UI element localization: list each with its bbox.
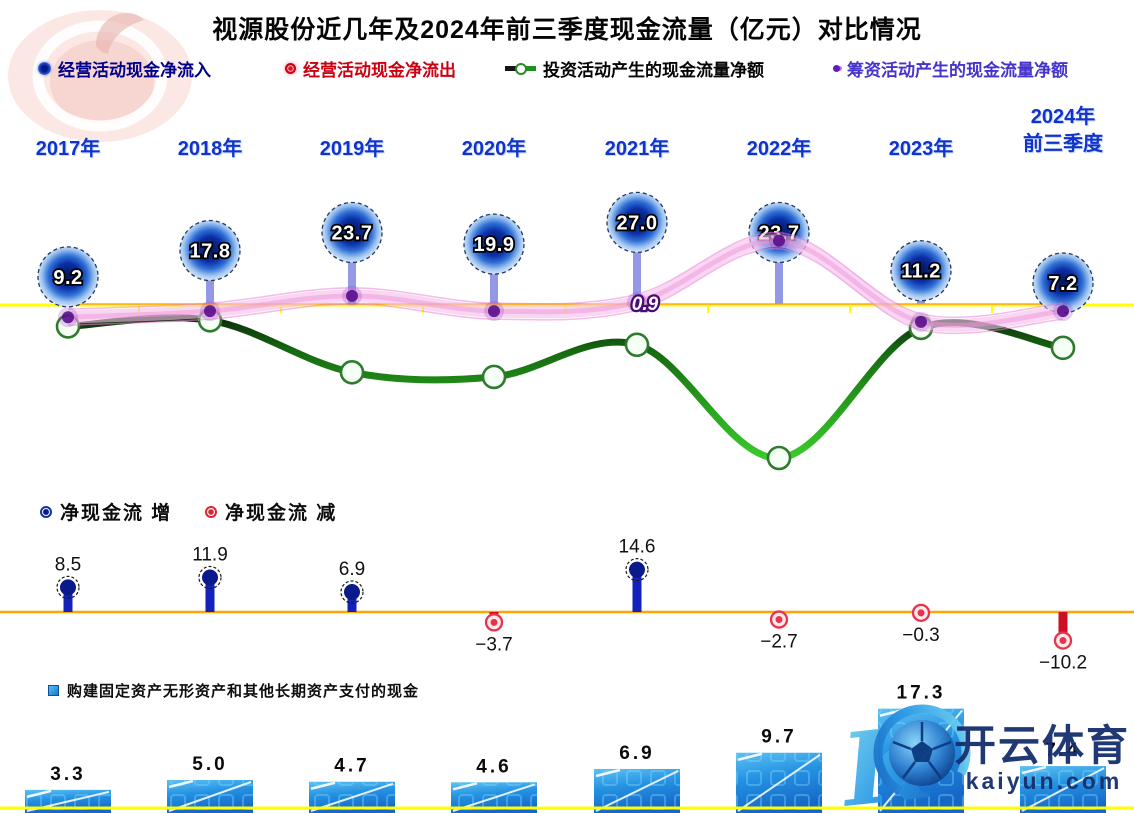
red-glow-dot-icon [285, 63, 296, 74]
top-line-chart: 9.217.823.719.927.023.711.27.20.9 [0, 192, 1134, 469]
year-label: 2017年 [0, 136, 143, 163]
soccer-ball-icon [889, 720, 955, 786]
net-cashflow-value: −3.7 [475, 634, 513, 655]
bubble-value: 27.0 [617, 212, 658, 234]
legend-capex: 购建固定资产无形资产和其他长期资产支付的现金 [48, 680, 419, 701]
bubble-value: 9.2 [53, 267, 82, 289]
net-cashflow-lollipop-chart: 8.5 11.9 6.9 −3.7 14.6 −2.7 −0.3 −10.2 [0, 537, 1134, 674]
financing-marker [62, 311, 74, 323]
financing-marker [204, 305, 216, 317]
financing-marker [773, 235, 785, 247]
watermark-domain-text: kaiyun.com [966, 768, 1123, 794]
cash-flow-dashboard: 9.217.823.719.927.023.711.27.20.9 8.511.… [0, 0, 1134, 813]
legend-net-decrease: 净现金流 减 [205, 498, 337, 525]
investing-marker [768, 447, 790, 469]
financing-value-label: 0.9 [632, 294, 659, 315]
legend-label: 经营活动现金净流出 [303, 56, 456, 81]
capex-value: 5.0 [192, 754, 227, 775]
green-line-circle-icon [505, 63, 536, 75]
net-cashflow-value: 11.9 [192, 544, 228, 565]
capex-value: 4.6 [476, 756, 511, 777]
legend-investing: 投资活动产生的现金流量净额 [505, 56, 764, 81]
decrease-marker [491, 619, 498, 626]
blue-square-icon [48, 685, 59, 696]
investing-marker [341, 361, 363, 383]
net-cashflow-value: 6.9 [339, 559, 365, 580]
year-label: 2023年 [846, 136, 996, 163]
page-title: 视源股份近几年及2024年前三季度现金流量（亿元）对比情况 [0, 10, 1134, 46]
blue-glow-dot-icon [38, 62, 51, 75]
legend-financing: 筹资活动产生的现金流量净额 [833, 56, 1068, 81]
year-label: 2018年 [135, 136, 285, 163]
bubble-value: 7.2 [1048, 273, 1077, 295]
year-label: 2021年 [562, 136, 712, 163]
decrease-marker [918, 609, 925, 616]
net-cashflow-value: −10.2 [1039, 653, 1087, 674]
legend-operating-outflow: 经营活动现金净流出 [285, 56, 456, 81]
capex-value: 3.3 [50, 764, 85, 785]
top-legend: 经营活动现金净流入 经营活动现金净流出 投资活动产生的现金流量净额 筹资活动产生… [0, 56, 1134, 84]
legend-label: 净现金流 增 [60, 498, 172, 525]
bubble-value: 23.7 [332, 222, 373, 244]
bubble-value: 17.8 [190, 241, 231, 263]
decrease-marker [1060, 637, 1067, 644]
legend-operating-inflow: 经营活动现金净流入 [38, 56, 211, 81]
increase-marker [344, 584, 360, 600]
legend-label: 筹资活动产生的现金流量净额 [847, 56, 1068, 81]
capex-value: 17.3 [897, 683, 946, 704]
investing-marker [626, 334, 648, 356]
investing-marker [1052, 337, 1074, 359]
capex-value: 9.7 [761, 727, 796, 748]
legend-label: 经营活动现金净流入 [58, 56, 211, 81]
year-label: 2022年 [704, 136, 854, 163]
financing-marker [346, 290, 358, 302]
financing-marker [915, 316, 927, 328]
year-label: 2020年 [419, 136, 569, 163]
legend-label: 购建固定资产无形资产和其他长期资产支付的现金 [67, 680, 419, 701]
net-cashflow-value: 8.5 [55, 554, 81, 575]
purple-dot-icon [833, 65, 840, 72]
year-label: 2024年 前三季度 [988, 104, 1134, 158]
legend-label: 净现金流 减 [225, 498, 337, 525]
legend-label: 投资活动产生的现金流量净额 [543, 56, 764, 81]
net-cashflow-value: −2.7 [760, 632, 798, 653]
year-label: 2019年 [277, 136, 427, 163]
capex-value: 6.9 [619, 743, 654, 764]
increase-marker [202, 569, 218, 585]
blue-ring-dot-icon [40, 506, 52, 518]
watermark-brand-text: 开云体育 [954, 722, 1130, 769]
red-ring-dot-icon [205, 506, 217, 518]
capex-value: 4.7 [334, 756, 369, 777]
net-cashflow-value: 14.6 [619, 537, 656, 558]
increase-marker [629, 562, 645, 578]
bubble-value: 11.2 [901, 261, 941, 283]
investing-line [68, 318, 1063, 458]
investing-marker [483, 366, 505, 388]
net-cashflow-value: −0.3 [902, 625, 940, 646]
bubble-value: 19.9 [474, 234, 515, 256]
increase-marker [60, 579, 76, 595]
decrease-marker [776, 616, 783, 623]
financing-marker [488, 305, 500, 317]
financing-marker [1057, 305, 1069, 317]
legend-net-increase: 净现金流 增 [40, 498, 172, 525]
